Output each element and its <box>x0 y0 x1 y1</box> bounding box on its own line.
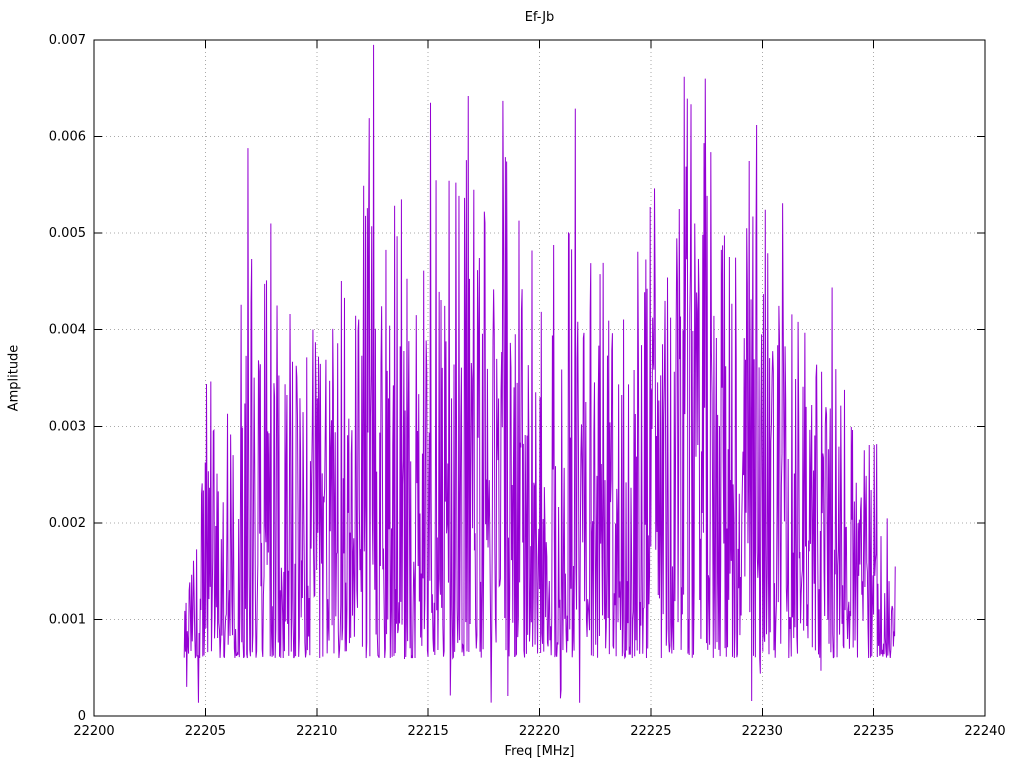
x-tick-label: 22230 <box>742 724 783 739</box>
x-tick-label: 22200 <box>73 724 114 739</box>
y-tick-label: 0.005 <box>49 226 86 241</box>
y-tick-label: 0.007 <box>49 33 86 48</box>
x-tick-label: 22235 <box>853 724 894 739</box>
y-tick-label: 0.001 <box>49 612 86 627</box>
y-tick-label: 0.002 <box>49 516 86 531</box>
y-tick-label: 0.004 <box>49 323 86 338</box>
x-tick-label: 22240 <box>964 724 1005 739</box>
x-tick-label: 22220 <box>519 724 560 739</box>
y-tick-label: 0.003 <box>49 419 86 434</box>
y-tick-label: 0.006 <box>49 130 86 145</box>
y-tick-label: 0 <box>78 709 86 724</box>
x-tick-label: 22210 <box>296 724 337 739</box>
x-tick-label: 22215 <box>407 724 448 739</box>
signal-trace <box>183 44 896 703</box>
x-tick-label: 22205 <box>185 724 226 739</box>
chart-title: Ef-Jb <box>524 10 555 25</box>
x-axis-label: Freq [MHz] <box>504 744 575 759</box>
x-tick-label: 22225 <box>630 724 671 739</box>
